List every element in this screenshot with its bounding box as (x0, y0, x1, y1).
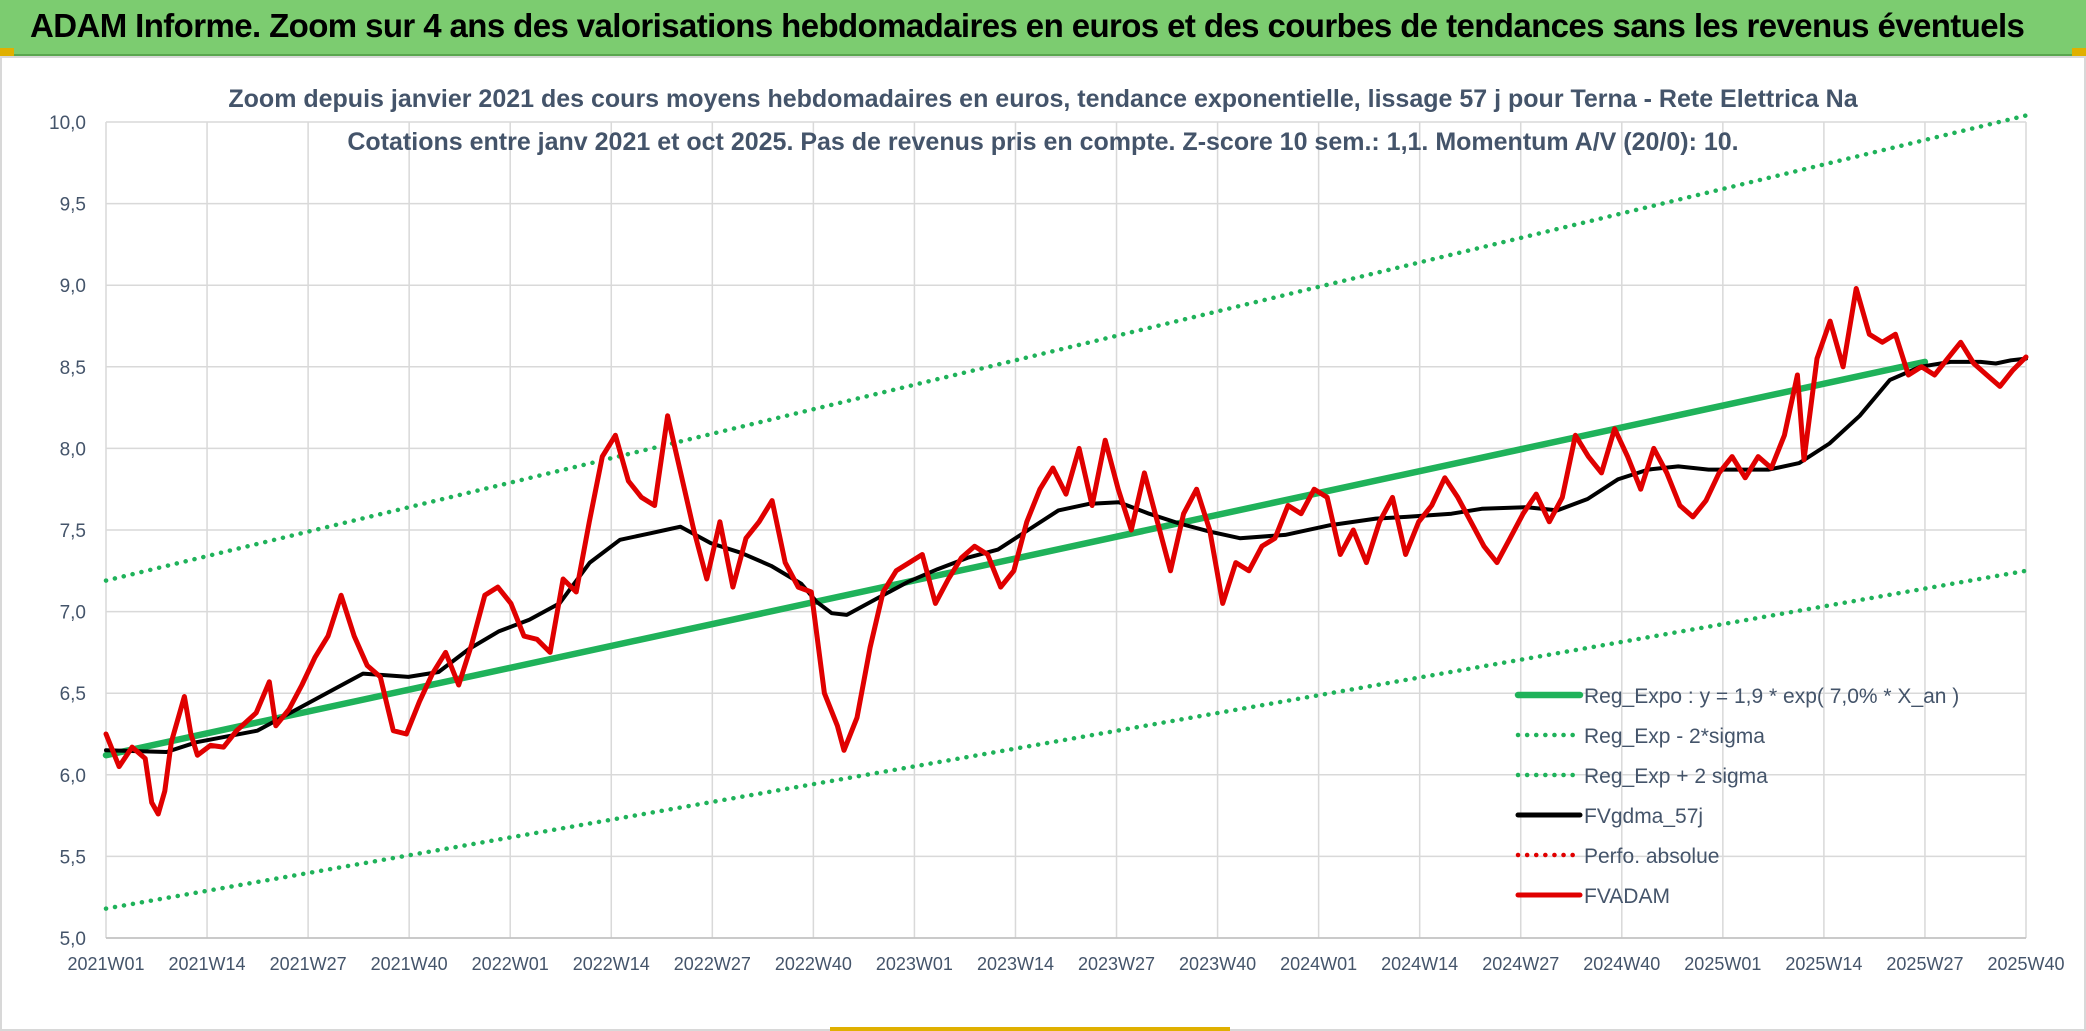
y-axis-ticks: 5,0 5,5 6,0 6,5 7,0 7,5 8,0 8,5 9,0 9,5 10,0 (49, 113, 86, 950)
x-tick-label: 2025W01 (1684, 954, 1761, 974)
y-tick-label: 5,0 (60, 929, 86, 950)
y-tick-label: 7,0 (60, 603, 86, 624)
legend-item-reg-expo: Reg_Expo : y = 1,9 * exp( 7,0% * X_an ) (1584, 685, 1959, 708)
x-tick-label: 2025W40 (1987, 954, 2064, 974)
x-tick-label: 2021W40 (371, 954, 448, 974)
report-banner: ADAM Informe. Zoom sur 4 ans des valoris… (0, 0, 2086, 56)
x-tick-label: 2023W14 (977, 954, 1054, 974)
legend-item-reg-exp-minus: Reg_Exp - 2*sigma (1584, 725, 1765, 748)
fvadam-line (103, 286, 2029, 817)
y-tick-label: 10,0 (49, 113, 86, 134)
x-tick-label: 2023W01 (876, 954, 953, 974)
x-tick-label: 2025W27 (1886, 954, 1963, 974)
x-tick-label: 2025W14 (1785, 954, 1862, 974)
x-tick-label: 2021W14 (169, 954, 246, 974)
corner-accent-left (0, 48, 14, 56)
x-tick-label: 2023W27 (1078, 954, 1155, 974)
legend-item-fvadam: FVADAM (1584, 885, 1670, 908)
x-tick-label: 2021W27 (270, 954, 347, 974)
legend-item-reg-exp-plus: Reg_Exp + 2 sigma (1584, 765, 1768, 788)
x-tick-label: 2022W27 (674, 954, 751, 974)
report-title: ADAM Informe. Zoom sur 4 ans des valoris… (30, 7, 2025, 44)
x-tick-label: 2022W14 (573, 954, 650, 974)
y-tick-label: 9,0 (60, 276, 86, 297)
legend-item-fvgdma: FVgdma_57j (1584, 805, 1703, 828)
reg-exp-minus-2sigma-line (103, 568, 2029, 911)
reg-exp-plus-2sigma-line (103, 113, 2029, 583)
x-tick-label: 2024W27 (1482, 954, 1559, 974)
x-tick-label: 2021W01 (67, 954, 144, 974)
bottom-accent (830, 1027, 1230, 1031)
x-tick-label: 2024W14 (1381, 954, 1458, 974)
y-tick-label: 6,0 (60, 766, 86, 787)
y-tick-label: 7,5 (60, 521, 86, 542)
chart-title: Zoom depuis janvier 2021 des cours moyen… (228, 85, 1858, 113)
x-tick-label: 2023W40 (1179, 954, 1256, 974)
y-tick-label: 5,5 (60, 847, 86, 868)
y-tick-label: 6,5 (60, 684, 86, 705)
chart-subtitle: Cotations entre janv 2021 et oct 2025. P… (347, 128, 1738, 156)
x-tick-label: 2024W40 (1583, 954, 1660, 974)
series-layer (102, 113, 2029, 911)
legend: Reg_Expo : y = 1,9 * exp( 7,0% * X_an ) R… (1514, 685, 1959, 908)
x-axis-ticks: 2021W01 2021W14 2021W27 2021W40 2022W01 2022W… (67, 954, 2064, 974)
gridlines (105, 121, 2027, 939)
y-tick-label: 8,5 (60, 358, 86, 379)
x-tick-label: 2024W01 (1280, 954, 1357, 974)
legend-item-perfo: Perfo. absolue (1584, 845, 1719, 868)
corner-accent-right (2072, 48, 2086, 56)
fvgdma-57j-line (104, 356, 2028, 754)
x-tick-label: 2022W40 (775, 954, 852, 974)
x-tick-label: 2022W01 (472, 954, 549, 974)
y-tick-label: 9,5 (60, 195, 86, 216)
y-tick-label: 8,0 (60, 439, 86, 460)
